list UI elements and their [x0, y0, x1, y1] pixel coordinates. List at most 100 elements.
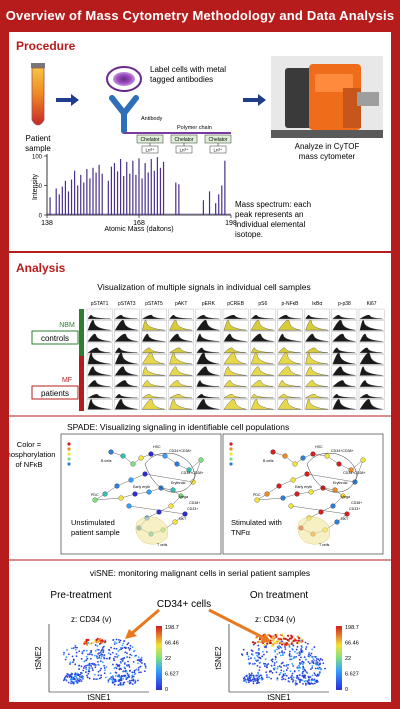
spade-node — [264, 491, 270, 497]
tsne-hot-point — [267, 633, 270, 637]
histogram-cell — [195, 331, 222, 343]
tsne-point — [309, 668, 312, 671]
histogram-cell — [113, 320, 140, 331]
colorbar-tick-label: 66.46 — [345, 641, 359, 647]
tsne-point — [314, 655, 317, 658]
tsne-point — [284, 648, 287, 651]
histogram-curve — [169, 347, 192, 353]
tsne-point — [299, 666, 302, 669]
spade-node — [270, 449, 276, 455]
tsne-point — [126, 672, 129, 675]
histogram-curve — [359, 394, 383, 399]
spade-population-outline — [144, 452, 196, 493]
histogram-cell — [113, 308, 140, 320]
chelator-group: Chelator Chelator Chelator Ln³⁺ Ln³⁺ Ln³… — [136, 134, 232, 154]
tsne-point — [264, 662, 267, 665]
tsne-point — [144, 665, 147, 668]
tsne-point — [114, 655, 116, 658]
tsne-point — [317, 658, 320, 661]
tsne-point — [86, 657, 89, 660]
histogram-curve — [87, 380, 111, 387]
histogram-curve — [305, 314, 328, 319]
histogram-curve — [142, 333, 165, 342]
tsne-point — [309, 683, 311, 686]
tsne-point — [265, 651, 268, 653]
tsne-point — [309, 654, 312, 657]
tsne-point — [80, 680, 83, 683]
tsne-point — [88, 664, 91, 666]
tsne-point — [316, 661, 319, 664]
spade-node — [162, 453, 168, 459]
spade-node-label: Early eryth — [295, 485, 312, 489]
spade-node — [174, 461, 180, 467]
nbm-label: NBM — [59, 322, 75, 329]
test-tube-icon — [31, 63, 45, 126]
spade-node-label: Erythroid — [333, 481, 347, 485]
tsne-point — [65, 678, 67, 681]
tsne-point — [141, 662, 143, 664]
tsne-point — [320, 668, 322, 671]
histogram-curve — [305, 394, 328, 399]
histogram-curve — [332, 352, 356, 365]
histogram-curve — [169, 314, 192, 319]
histogram-curve — [223, 347, 247, 353]
spade-node — [138, 455, 144, 461]
tsne-point — [258, 652, 261, 655]
histogram-cell — [141, 387, 167, 399]
tsne-point — [110, 678, 113, 681]
label-cells-text-1: Label cells with metal — [150, 65, 226, 74]
histogram-curve — [87, 347, 111, 353]
tsne-point — [302, 661, 305, 664]
spade-population-outline — [306, 452, 358, 493]
spade-node — [254, 497, 260, 503]
tsne-point — [127, 646, 130, 649]
tsne-point — [127, 660, 129, 663]
tsne-point — [96, 660, 99, 663]
spade-node-label: Erythroid — [171, 481, 185, 485]
tsne-point — [87, 653, 89, 656]
histogram-curve — [196, 352, 220, 365]
tsne-point — [100, 674, 103, 677]
tsne-point — [74, 648, 77, 651]
histogram-cell — [358, 376, 385, 388]
tsne-point — [315, 663, 317, 666]
histogram-cell — [195, 354, 222, 365]
tsne-point — [248, 674, 251, 677]
tsne-point — [287, 663, 290, 666]
tsne-point — [119, 646, 122, 649]
tsne-point — [313, 659, 316, 662]
histogram-cell — [141, 331, 167, 343]
tsne-point — [130, 679, 133, 682]
spade-edge — [94, 497, 122, 501]
tsne-point — [303, 656, 306, 659]
histogram-curve — [114, 399, 138, 410]
histogram-cell — [277, 342, 303, 354]
tsne-point — [260, 676, 263, 679]
tsne-point — [75, 675, 77, 678]
z-label-on: z: CD34 (v) — [255, 615, 296, 624]
metal-label-1: Ln³⁺ — [146, 148, 156, 153]
histogram-curve — [250, 333, 274, 342]
spade-tcell-outline — [297, 516, 331, 545]
histogram-cell — [168, 354, 195, 365]
tsne-point — [252, 676, 255, 678]
colorbar-tick-label: 22 — [165, 656, 171, 662]
tsne-point — [299, 674, 301, 676]
tsne-point — [123, 662, 126, 665]
tsne-point — [257, 644, 260, 647]
tsne-point — [263, 662, 265, 665]
tsne-point — [280, 666, 282, 668]
tsne-point — [100, 657, 103, 660]
tsne-point — [120, 678, 123, 680]
tsne-point — [112, 663, 114, 666]
tsne-point — [85, 649, 88, 652]
spade-node-label: Mega — [179, 495, 188, 499]
tsne-point — [96, 648, 99, 651]
spade-node — [330, 503, 336, 509]
tsne-point — [262, 650, 264, 653]
tsne-point — [108, 656, 111, 659]
tsne-point — [129, 644, 132, 647]
tsne2-label-pre: tSNE2 — [34, 646, 43, 670]
tsne-point — [121, 647, 124, 649]
histogram-cell — [113, 399, 140, 410]
